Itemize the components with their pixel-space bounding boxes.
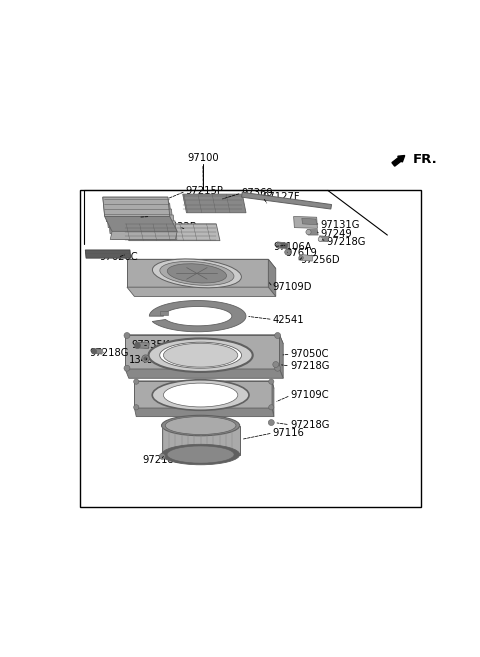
Ellipse shape — [162, 444, 240, 464]
Polygon shape — [127, 260, 276, 269]
Text: 97620C: 97620C — [99, 252, 138, 262]
Text: 97249: 97249 — [321, 229, 352, 239]
Circle shape — [269, 379, 274, 384]
Polygon shape — [134, 381, 272, 408]
Text: 97632B: 97632B — [158, 222, 197, 232]
Ellipse shape — [167, 263, 227, 283]
Circle shape — [133, 379, 139, 384]
Circle shape — [306, 229, 311, 235]
Circle shape — [134, 342, 140, 348]
Polygon shape — [127, 260, 268, 287]
Text: 97109C: 97109C — [290, 390, 329, 400]
Polygon shape — [108, 215, 175, 234]
Text: 97127F: 97127F — [263, 192, 300, 202]
Text: 97106A: 97106A — [274, 242, 312, 252]
Polygon shape — [241, 193, 332, 209]
Text: 97109D: 97109D — [273, 282, 312, 292]
Polygon shape — [105, 203, 171, 221]
Polygon shape — [127, 287, 276, 296]
Text: FR.: FR. — [413, 154, 437, 166]
Text: 97131G: 97131G — [321, 220, 360, 230]
Circle shape — [124, 365, 130, 371]
Ellipse shape — [167, 446, 234, 463]
Ellipse shape — [160, 342, 241, 368]
Circle shape — [142, 355, 149, 362]
Polygon shape — [103, 197, 170, 215]
Circle shape — [124, 332, 130, 338]
Circle shape — [299, 256, 303, 260]
Polygon shape — [105, 216, 177, 231]
Text: 97218G: 97218G — [143, 455, 182, 465]
Polygon shape — [149, 300, 246, 332]
Circle shape — [275, 332, 281, 338]
Polygon shape — [110, 231, 177, 240]
Circle shape — [92, 349, 97, 354]
Polygon shape — [125, 335, 283, 344]
Polygon shape — [110, 221, 177, 240]
Ellipse shape — [165, 417, 236, 434]
Polygon shape — [134, 381, 274, 388]
Text: 97050C: 97050C — [290, 349, 329, 359]
Text: 97116: 97116 — [273, 428, 305, 438]
Polygon shape — [294, 216, 317, 229]
Text: 97218G: 97218G — [326, 237, 366, 247]
Text: 97218G: 97218G — [290, 361, 329, 371]
Text: 1349AA: 1349AA — [129, 355, 168, 365]
Circle shape — [133, 405, 139, 410]
Polygon shape — [268, 260, 276, 296]
Text: 97215P: 97215P — [186, 186, 224, 196]
FancyArrow shape — [392, 156, 405, 166]
Circle shape — [276, 243, 281, 248]
Polygon shape — [279, 335, 283, 378]
Polygon shape — [299, 254, 313, 261]
Polygon shape — [160, 311, 168, 315]
Ellipse shape — [162, 415, 240, 436]
Text: 97218G: 97218G — [290, 420, 329, 430]
Text: 97369: 97369 — [241, 188, 273, 198]
Text: 97256D: 97256D — [300, 255, 339, 265]
Circle shape — [318, 237, 323, 241]
Text: 97218G: 97218G — [90, 348, 129, 358]
Polygon shape — [307, 229, 318, 235]
Circle shape — [144, 357, 147, 361]
Text: 97235K: 97235K — [132, 340, 170, 350]
Polygon shape — [276, 242, 288, 249]
Bar — [81, 191, 421, 507]
Circle shape — [275, 365, 281, 371]
Text: 97105C: 97105C — [118, 212, 156, 222]
Ellipse shape — [153, 259, 241, 288]
Ellipse shape — [160, 261, 234, 285]
Polygon shape — [162, 426, 240, 455]
Polygon shape — [92, 348, 103, 354]
Ellipse shape — [163, 383, 238, 407]
Polygon shape — [134, 408, 274, 417]
Polygon shape — [85, 250, 131, 258]
Polygon shape — [125, 369, 283, 378]
Ellipse shape — [163, 344, 238, 367]
Circle shape — [273, 361, 279, 367]
Polygon shape — [103, 197, 170, 216]
Circle shape — [159, 453, 165, 459]
Text: 97619: 97619 — [285, 248, 317, 258]
Ellipse shape — [152, 380, 249, 410]
Text: 42541: 42541 — [273, 315, 304, 325]
Circle shape — [268, 420, 274, 426]
Polygon shape — [183, 194, 246, 213]
Polygon shape — [107, 209, 173, 227]
Ellipse shape — [148, 338, 252, 372]
Polygon shape — [125, 335, 279, 369]
Polygon shape — [125, 224, 220, 240]
Text: 97100: 97100 — [187, 152, 219, 162]
Polygon shape — [135, 342, 149, 348]
Circle shape — [285, 249, 290, 255]
Polygon shape — [319, 236, 329, 242]
Polygon shape — [302, 218, 317, 225]
Polygon shape — [272, 381, 274, 417]
Circle shape — [269, 405, 274, 410]
